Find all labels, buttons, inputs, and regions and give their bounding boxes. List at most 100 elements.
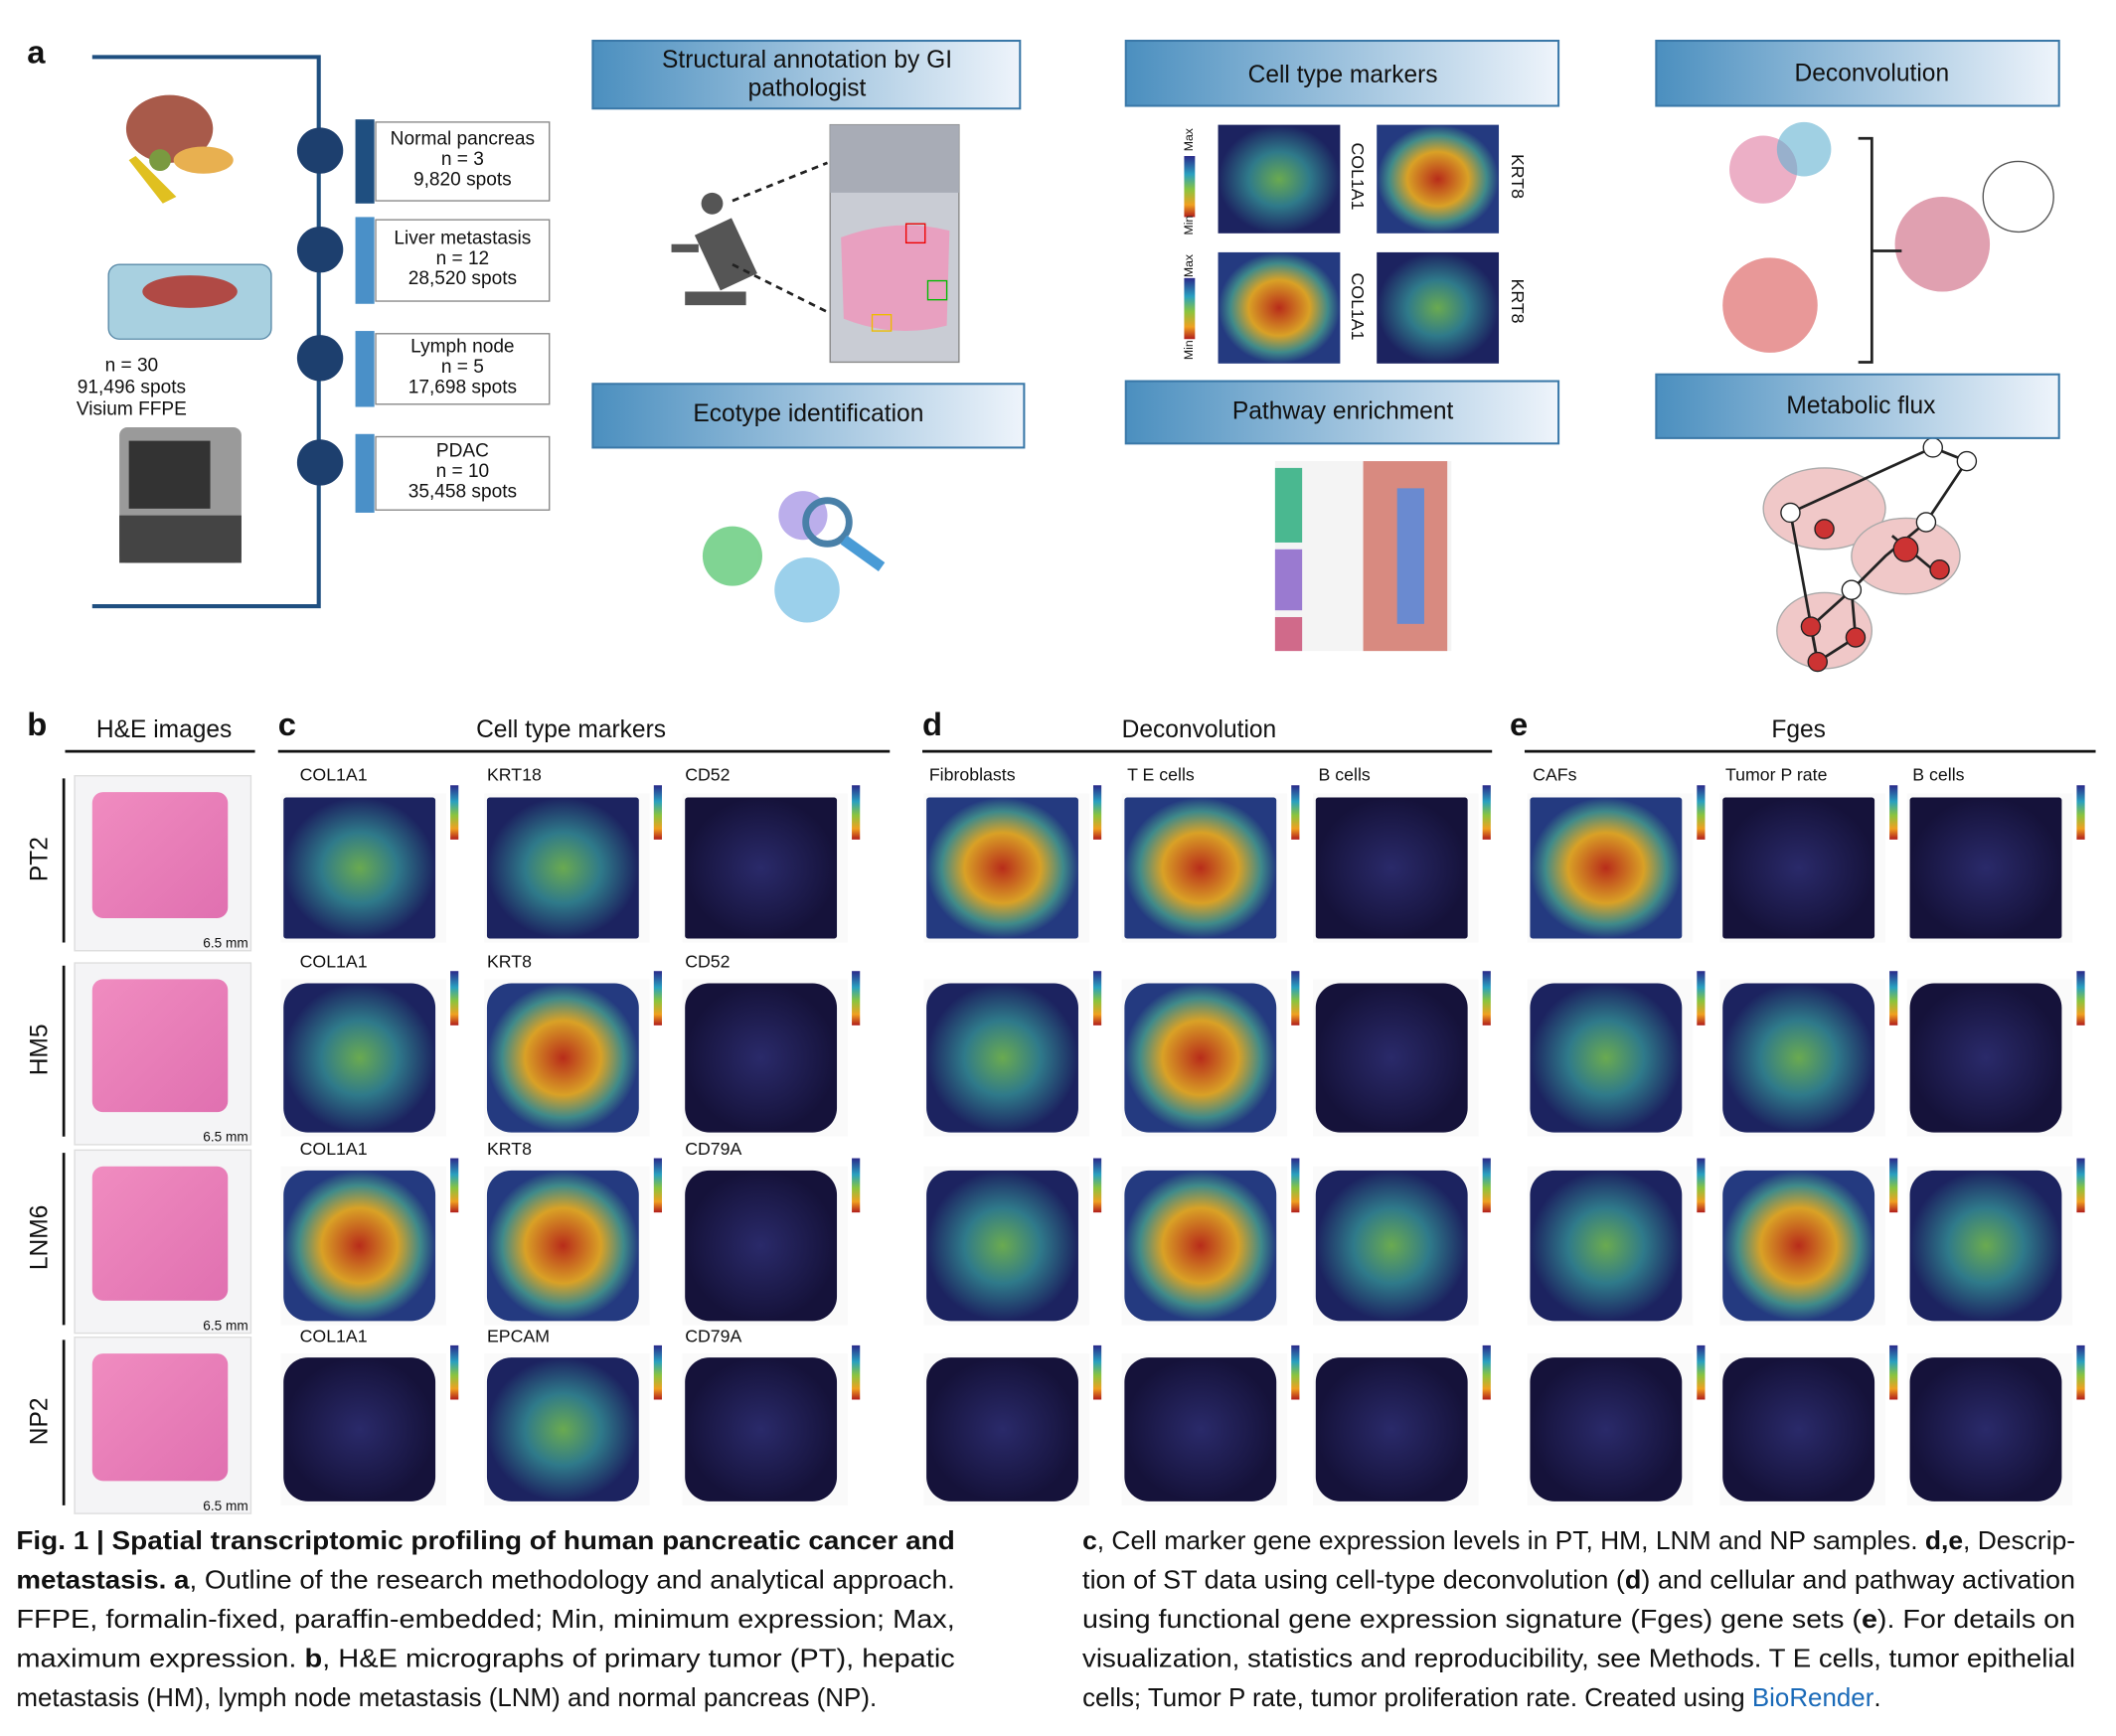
caption-text: visualization, statistics and reproducib… <box>1082 1645 2075 1672</box>
colorbar <box>653 1344 662 1400</box>
caption-line: FFPE, formalin-fixed, paraffin-embedded;… <box>16 1606 954 1634</box>
cohort-text: 91,496 spots <box>78 377 186 397</box>
map-label: KRT8 <box>487 1139 532 1159</box>
colorbar <box>1092 1344 1102 1400</box>
sample-bar <box>355 119 375 204</box>
caption-text: maximum expression. <box>16 1645 304 1672</box>
tissue-map <box>486 983 639 1133</box>
map-label: Fibroblasts <box>929 764 1016 784</box>
colorbar <box>2076 785 2085 840</box>
map-label: COL1A1 <box>300 1139 368 1159</box>
header-title: Cell type markers <box>1248 62 1438 88</box>
scale-bar-label: 6.5 mm <box>203 1318 247 1333</box>
panel-title: Cell type markers <box>476 716 666 743</box>
tissue-map <box>486 797 639 939</box>
colorbar <box>450 1344 459 1400</box>
sample-box <box>375 435 551 511</box>
he-tissue <box>91 979 229 1113</box>
caption-line: Fig. 1 | Spatial transcriptomic profilin… <box>16 1527 954 1555</box>
caption-text: , Descrip- <box>1963 1527 2075 1555</box>
colorbar <box>852 971 861 1026</box>
caption-line: metastasis. a, Outline of the research m… <box>16 1566 954 1594</box>
tissue-map <box>283 1357 436 1501</box>
sample-bar <box>355 217 375 304</box>
colorbar <box>2076 971 2085 1026</box>
caption-text: , Cell marker gene expression levels in … <box>1097 1527 1925 1555</box>
tissue-map <box>1530 1170 1683 1322</box>
sample-n: n = 5 <box>441 357 484 378</box>
colorbar <box>1697 1158 1706 1213</box>
caption-text: b <box>304 1645 322 1672</box>
tissue-map <box>1315 797 1468 939</box>
map-label: CD52 <box>685 952 730 972</box>
colorbar <box>2076 1158 2085 1213</box>
he-tissue <box>91 1353 229 1482</box>
panel-title: Fges <box>1771 716 1826 743</box>
tissue-map <box>685 1170 838 1322</box>
sample-box <box>375 333 551 405</box>
header-box <box>591 383 1026 449</box>
caption-text: using functional gene expression signatu… <box>1082 1606 1862 1634</box>
tissue-map <box>1909 1170 2062 1322</box>
tissue-map <box>1530 797 1683 939</box>
panel-title: H&E images <box>96 716 232 743</box>
tissue-map <box>1722 983 1875 1133</box>
header-box <box>1655 373 2060 439</box>
colorbar <box>1697 971 1706 1026</box>
map-label: EPCAM <box>487 1326 550 1345</box>
timeline-node <box>296 226 344 273</box>
caption-text: ) and cellular and pathway activation <box>1641 1566 2075 1594</box>
map-label: KRT18 <box>487 764 542 784</box>
header-title: Pathway enrichment <box>1232 397 1454 424</box>
tissue-map <box>486 1357 639 1501</box>
illustration <box>91 55 2054 673</box>
colorbar <box>450 1158 459 1213</box>
caption-text: c <box>1082 1527 1097 1555</box>
colorbar <box>1889 971 1898 1026</box>
caption-text: e <box>1862 1606 1877 1634</box>
colorbar <box>1889 1158 1898 1213</box>
caption-line: c, Cell marker gene expression levels in… <box>1082 1527 2075 1555</box>
sample-bar <box>355 331 375 407</box>
colorbar <box>1092 971 1102 1026</box>
sample-n: n = 12 <box>436 248 490 269</box>
tissue-map <box>1722 1170 1875 1322</box>
tissue-map <box>1124 797 1277 939</box>
sample-label: PT2 <box>26 837 53 881</box>
colorbar <box>1889 1344 1898 1400</box>
map-label: COL1A1 <box>300 1326 368 1345</box>
panel-label: e <box>1510 706 1528 742</box>
tissue-map <box>685 797 838 939</box>
colorbar <box>1889 785 1898 840</box>
colorbar <box>450 785 459 840</box>
timeline-node <box>296 127 344 174</box>
caption-line: tion of ST data using cell-type deconvol… <box>1082 1566 2075 1594</box>
map-label: CD52 <box>685 764 730 784</box>
tissue-map <box>486 1170 639 1322</box>
colorbar <box>2076 1344 2085 1400</box>
tissue-map <box>685 983 838 1133</box>
sample-spots: 9,820 spots <box>413 170 512 191</box>
header-title: Ecotype identification <box>693 400 923 427</box>
colorbar <box>1291 1344 1300 1400</box>
colorbar <box>1482 971 1491 1026</box>
panel-label: a <box>27 33 46 70</box>
tissue-map <box>926 797 1078 939</box>
caption-line: using functional gene expression signatu… <box>1082 1606 2075 1634</box>
caption-text: metastasis (HM), lymph node metastasis (… <box>16 1684 877 1712</box>
tissue-map <box>1530 1357 1683 1501</box>
colorbar <box>1092 785 1102 840</box>
caption-text: , Outline of the research methodology an… <box>189 1566 954 1594</box>
colorbar <box>1697 785 1706 840</box>
caption-line: maximum expression. b, H&E micrographs o… <box>16 1645 954 1672</box>
caption-text: ). For details on <box>1877 1606 2075 1634</box>
scale-label: Min <box>1182 340 1196 360</box>
link[interactable]: BioRender <box>1752 1684 1874 1712</box>
caption-text: Fig. 1 | Spatial transcriptomic profilin… <box>16 1527 954 1555</box>
colorbar <box>1291 785 1300 840</box>
panel-label: d <box>922 706 942 742</box>
tissue-map <box>926 1170 1078 1322</box>
map-label: KRT8 <box>487 952 532 972</box>
caption-text: metastasis. a <box>16 1566 190 1594</box>
colorbar <box>852 1344 861 1400</box>
